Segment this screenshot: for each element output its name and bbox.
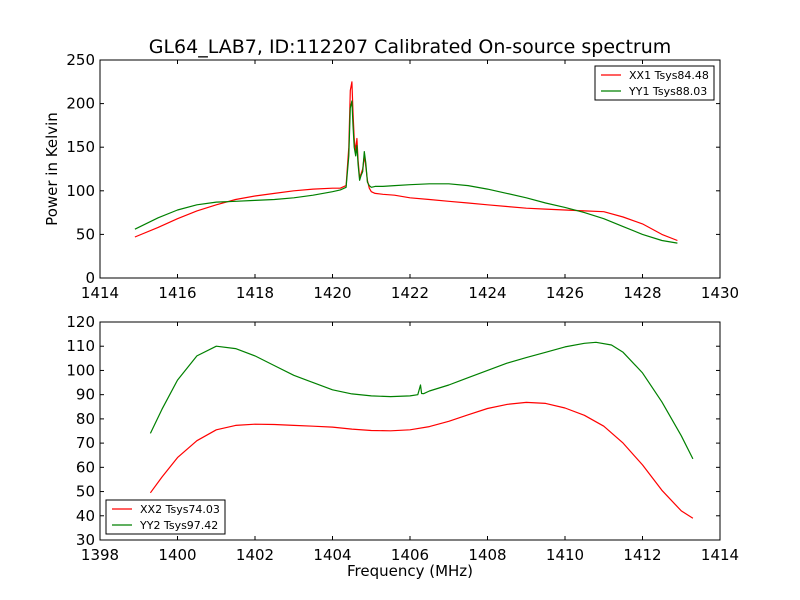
legend: XX1 Tsys84.48 YY1 Tsys88.03: [594, 65, 715, 101]
x-tick-label: 1404: [313, 546, 351, 564]
x-tick-label: 1402: [236, 546, 274, 564]
y-tick-label: 0: [85, 269, 95, 287]
x-axis-label: Frequency (MHz): [347, 562, 473, 580]
y-tick-label: 110: [66, 337, 95, 355]
y-tick-label: 50: [76, 225, 95, 243]
x-tick-label: 1400: [158, 546, 196, 564]
y-tick-label: 90: [76, 386, 95, 404]
series-group: [134, 81, 678, 244]
y-tick-label: 50: [76, 483, 95, 501]
x-tick-label: 1398: [81, 546, 119, 564]
y-tick-label: 150: [66, 138, 95, 156]
x-tick-label: 1420: [313, 284, 351, 302]
series-line-yy: [149, 341, 694, 460]
legend-label: XX1 Tsys84.48: [629, 69, 709, 82]
series-line-xx: [149, 401, 694, 519]
x-tick-label: 1406: [391, 546, 429, 564]
y-tick-label: 250: [66, 51, 95, 69]
series-line-yy: [134, 100, 678, 244]
y-tick-label: 30: [76, 531, 95, 549]
legend-box: [105, 499, 226, 535]
x-tick-label: 1414: [701, 546, 739, 564]
legend: XX2 Tsys74.03 YY2 Tsys97.42: [105, 499, 226, 535]
y-tick-label: 200: [66, 95, 95, 113]
legend-label: XX2 Tsys74.03: [140, 503, 220, 516]
x-tick-label: 1426: [546, 284, 584, 302]
x-tick-label: 1430: [701, 284, 739, 302]
x-tick-label: 1428: [623, 284, 661, 302]
y-tick-label: 120: [66, 313, 95, 331]
legend-label: YY1 Tsys88.03: [628, 85, 707, 98]
y-tick-label: 60: [76, 458, 95, 476]
legend-box: [594, 65, 715, 101]
y-tick-label: 80: [76, 410, 95, 428]
y-tick-label: 70: [76, 434, 95, 452]
chart-title: GL64_LAB7, ID:112207 Calibrated On-sourc…: [149, 36, 672, 58]
x-tick-label: 1410: [546, 546, 584, 564]
y-tick-label: 100: [66, 361, 95, 379]
x-tick-label: 1422: [391, 284, 429, 302]
top-plot: 1414 1416 1418 1420 1422 1424 1426 1428 1430 0 50 1…: [43, 51, 739, 302]
x-tick-label: 1408: [468, 546, 506, 564]
bottom-plot: 1398 1400 1402 1404 1406 1408 1410 1412 1414 30 40…: [66, 313, 739, 580]
x-tick-label: 1412: [623, 546, 661, 564]
x-tick-label: 1424: [468, 284, 506, 302]
y-tick-label: 40: [76, 507, 95, 525]
y-tick-label: 100: [66, 182, 95, 200]
x-tick-label: 1418: [236, 284, 274, 302]
x-tick-label: 1414: [81, 284, 119, 302]
y-axis-label: Power in Kelvin: [43, 112, 61, 226]
series-group: [149, 341, 694, 519]
legend-label: YY2 Tsys97.42: [139, 519, 218, 532]
x-tick-label: 1416: [158, 284, 196, 302]
